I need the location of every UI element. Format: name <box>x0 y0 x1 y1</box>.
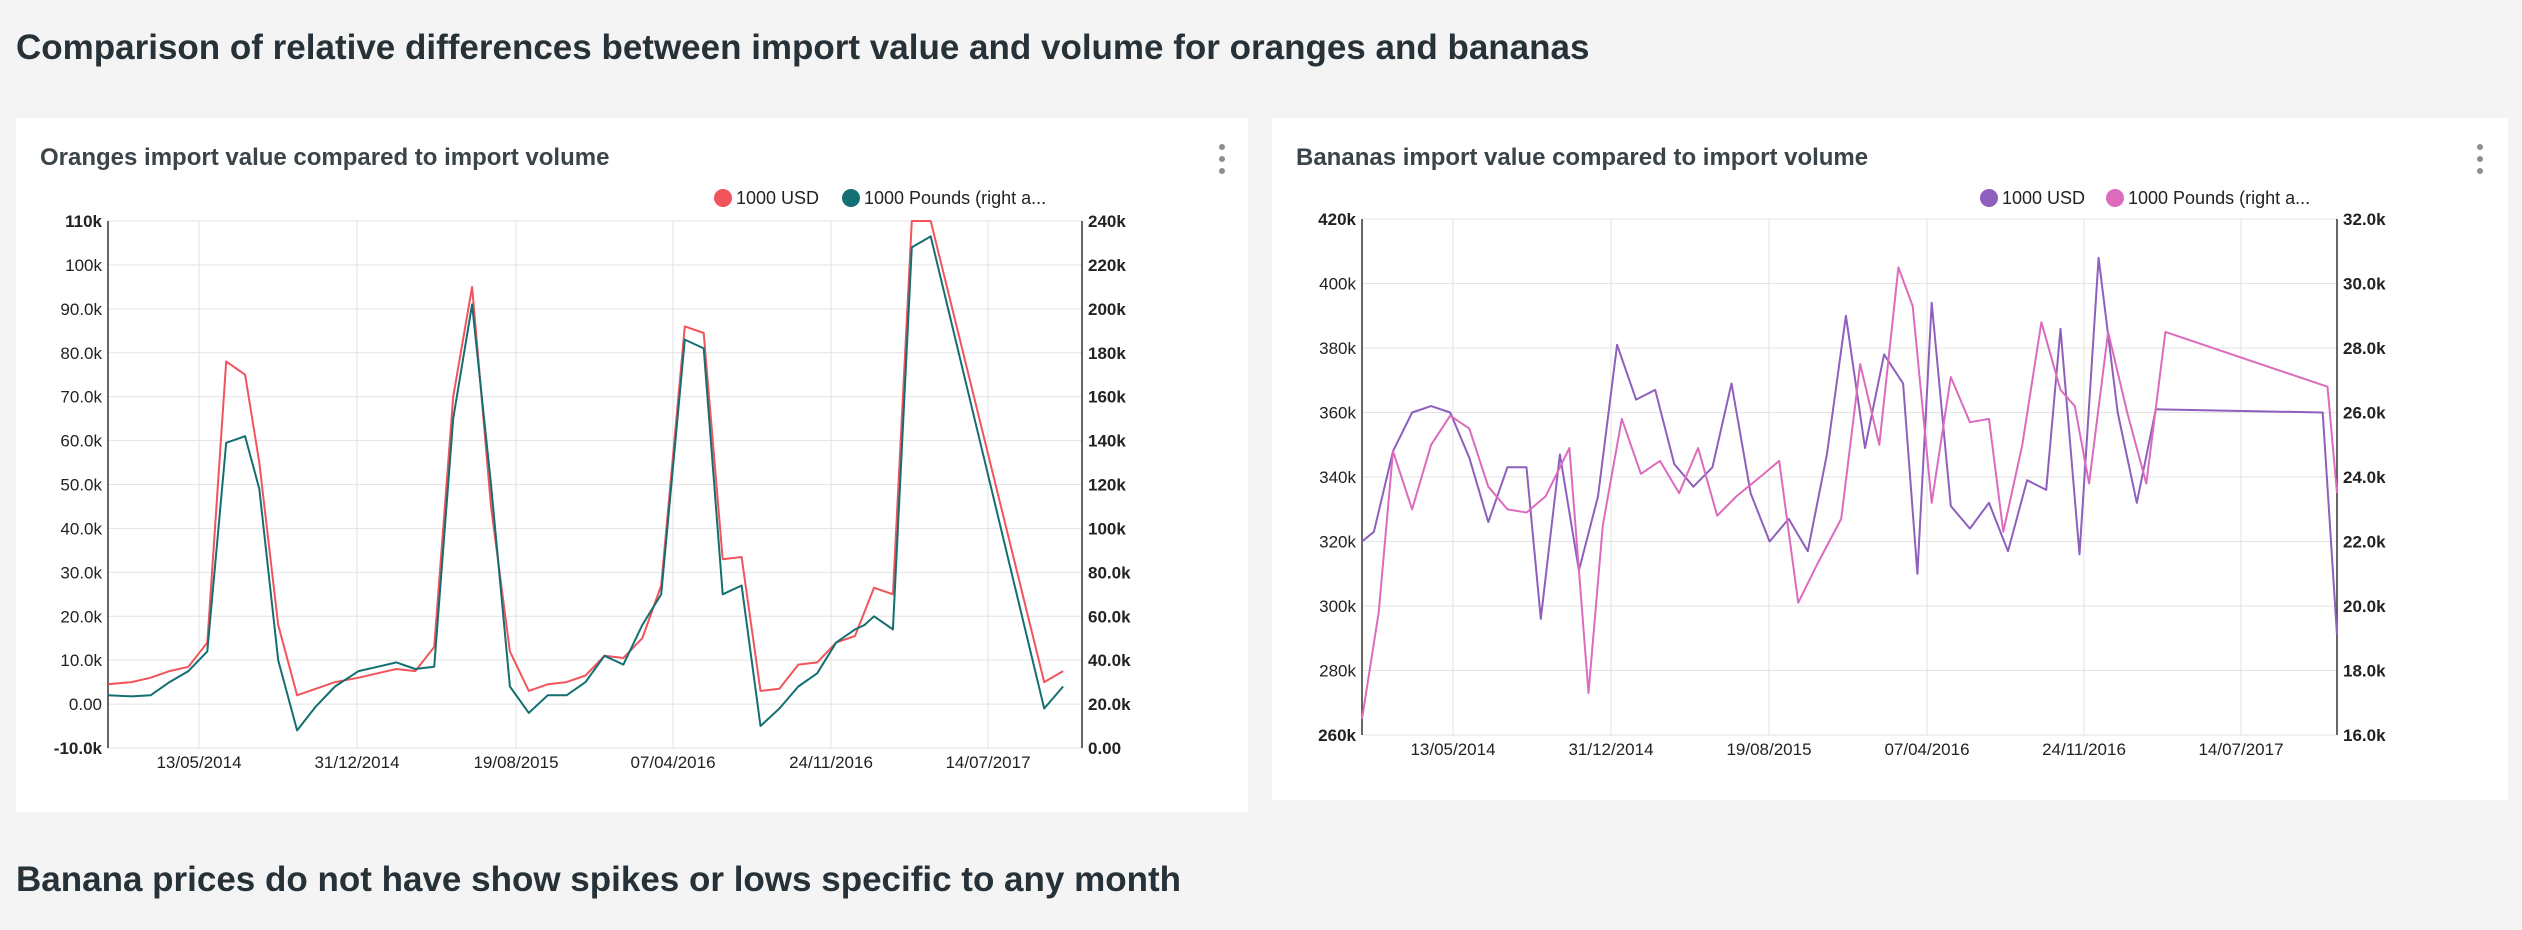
y-tick-label-right: 16.0k <box>2343 726 2386 745</box>
series-line-2 <box>107 235 1064 732</box>
y-tick-label-right: 100k <box>1088 519 1126 538</box>
y-tick-label-right: 20.0k <box>2343 597 2386 616</box>
y-tick-label-left: 340k <box>1319 468 1356 487</box>
bananas-chart: 260k 280k 300k 320k 340k 360k 380k 400k 420k 16.0… <box>1318 188 2386 759</box>
legend-marker[interactable] <box>714 189 732 207</box>
y-tick-label-left: 280k <box>1319 662 1356 681</box>
y-tick-label-right: 160k <box>1088 388 1126 407</box>
y-tick-label-right: 28.0k <box>2343 339 2386 358</box>
y-tick-label-left: 50.0k <box>60 476 102 495</box>
x-tick-label: 24/11/2016 <box>2042 740 2126 759</box>
series-line-1 <box>1361 256 2338 636</box>
y-tick-label-right: 24.0k <box>2343 468 2386 487</box>
y-tick-label-left: 320k <box>1319 533 1356 552</box>
y-tick-label-right: 40.0k <box>1088 651 1131 670</box>
y-tick-label-right: 30.0k <box>2343 275 2386 294</box>
y-tick-label-left: 30.0k <box>60 563 102 582</box>
series-line-1 <box>107 220 1064 697</box>
y-tick-label-right: 22.0k <box>2343 533 2386 552</box>
y-tick-label-right: 18.0k <box>2343 662 2386 681</box>
y-tick-label-right: 20.0k <box>1088 695 1131 714</box>
y-tick-label-right: 120k <box>1088 476 1126 495</box>
legend-label[interactable]: 1000 Pounds (right a... <box>2128 188 2310 208</box>
bananas-chart-card: Bananas import value compared to import … <box>1272 118 2508 800</box>
x-tick-label: 14/07/2017 <box>2198 740 2283 759</box>
y-tick-label-left: 380k <box>1319 339 1356 358</box>
y-tick-label-left: 20.0k <box>60 607 102 626</box>
y-tick-label-left: 40.0k <box>60 519 102 538</box>
y-tick-label-left: 300k <box>1319 597 1356 616</box>
y-tick-label-left: 110k <box>65 212 102 231</box>
legend-marker[interactable] <box>842 189 860 207</box>
section-heading: Banana prices do not have show spikes or… <box>16 860 1181 899</box>
y-tick-label-left: 260k <box>1318 726 1356 745</box>
x-tick-label: 19/08/2015 <box>473 753 558 772</box>
y-tick-label-right: 26.0k <box>2343 404 2386 423</box>
y-tick-label-left: 90.0k <box>60 300 102 319</box>
y-tick-label-left: 60.0k <box>60 432 102 451</box>
y-tick-label-right: 220k <box>1088 256 1126 275</box>
oranges-chart-title: Oranges import value compared to import … <box>40 144 610 171</box>
legend-label[interactable]: 1000 Pounds (right a... <box>864 188 1046 208</box>
page-heading: Comparison of relative differences betwe… <box>16 28 1590 67</box>
y-tick-label-left: 70.0k <box>60 388 102 407</box>
y-tick-label-left: 420k <box>1318 210 1356 229</box>
y-tick-label-right: 240k <box>1088 212 1126 231</box>
legend-label[interactable]: 1000 USD <box>736 188 819 208</box>
x-tick-label: 24/11/2016 <box>789 753 873 772</box>
legend-marker[interactable] <box>2106 189 2124 207</box>
y-tick-label-left: 400k <box>1319 275 1356 294</box>
x-tick-label: 31/12/2014 <box>314 753 399 772</box>
y-tick-label-right: 80.0k <box>1088 563 1131 582</box>
y-tick-label-left: 100k <box>65 256 102 275</box>
oranges-chart: -10.0k 0.00 10.0k 20.0k 30.0k 40.0k 50.0k 60.0k… <box>54 188 1131 772</box>
more-options-icon[interactable] <box>2470 144 2490 174</box>
x-tick-label: 31/12/2014 <box>1568 740 1653 759</box>
legend-marker[interactable] <box>1980 189 1998 207</box>
y-tick-label-right: 0.00 <box>1088 739 1121 758</box>
y-tick-label-left: 360k <box>1319 404 1356 423</box>
x-tick-label: 13/05/2014 <box>1410 740 1495 759</box>
x-tick-label: 07/04/2016 <box>630 753 715 772</box>
y-tick-label-left: 80.0k <box>60 344 102 363</box>
y-tick-label-right: 180k <box>1088 344 1126 363</box>
legend-label[interactable]: 1000 USD <box>2002 188 2085 208</box>
more-options-icon[interactable] <box>1212 144 1232 174</box>
y-tick-label-right: 60.0k <box>1088 607 1131 626</box>
y-tick-label-right: 140k <box>1088 432 1126 451</box>
x-tick-label: 19/08/2015 <box>1726 740 1811 759</box>
x-tick-label: 13/05/2014 <box>156 753 241 772</box>
y-tick-label-right: 200k <box>1088 300 1126 319</box>
bananas-chart-title: Bananas import value compared to import … <box>1296 144 1869 171</box>
x-tick-label: 14/07/2017 <box>945 753 1030 772</box>
y-tick-label-left: -10.0k <box>54 739 103 758</box>
x-tick-label: 07/04/2016 <box>1884 740 1969 759</box>
y-tick-label-right: 32.0k <box>2343 210 2386 229</box>
oranges-chart-card: Oranges import value compared to import … <box>16 118 1248 812</box>
series-line-2 <box>1361 266 2338 720</box>
y-tick-label-left: 10.0k <box>60 651 102 670</box>
y-tick-label-left: 0.00 <box>69 695 102 714</box>
